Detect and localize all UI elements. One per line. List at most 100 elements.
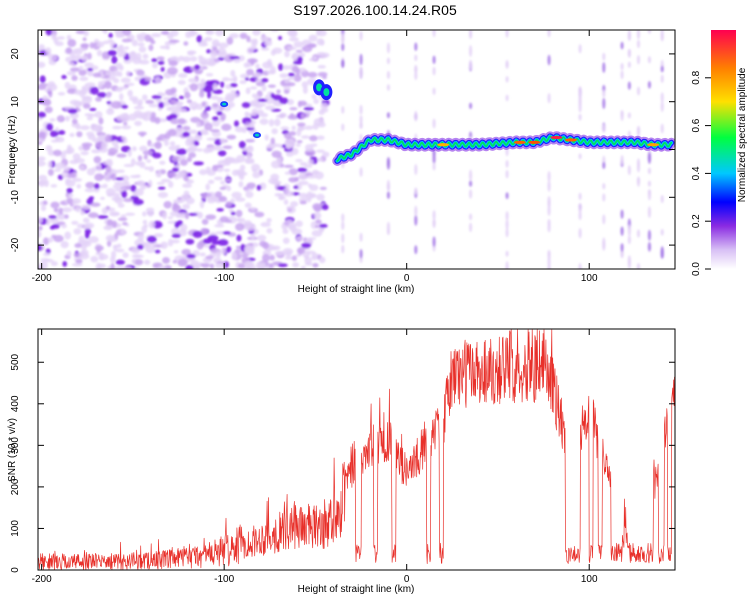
noise-blob — [231, 191, 242, 199]
noise-blob — [234, 120, 240, 128]
noise-blob — [250, 207, 256, 211]
noise-blob — [235, 245, 242, 249]
noise-blob — [179, 223, 188, 232]
noise-blob — [80, 243, 88, 251]
noise-blob — [88, 196, 95, 200]
noise-blob — [319, 256, 326, 264]
noise-blob — [54, 162, 66, 170]
streak-blob — [414, 187, 418, 195]
noise-blob — [261, 253, 270, 262]
noise-blob — [200, 263, 211, 268]
noise-blob — [288, 168, 298, 176]
noise-blob — [301, 242, 312, 249]
snr-panel: -200 -100 0 100 0 100 200 300 400 500 Height of s… — [7, 328, 676, 595]
noise-blob — [185, 197, 195, 205]
streak-blob — [647, 241, 652, 252]
noise-blob — [105, 234, 116, 242]
noise-blob — [285, 219, 293, 223]
ridge-hotspot-2 — [528, 140, 541, 144]
noise-blob — [108, 107, 113, 111]
noise-blob — [274, 118, 281, 127]
noise-blob — [121, 135, 127, 141]
noise-blob — [123, 198, 134, 203]
streak-blob — [647, 80, 652, 89]
noise-blob — [202, 147, 211, 154]
noise-blob — [115, 177, 124, 181]
noise-blob — [147, 211, 154, 217]
streak-blob — [341, 233, 345, 244]
noise-blob — [79, 125, 90, 131]
noise-blob — [252, 101, 261, 106]
noise-blob — [234, 93, 239, 98]
streak-blob — [386, 84, 391, 91]
noise-blob — [277, 35, 283, 41]
noise-blob — [245, 191, 254, 198]
noise-blob — [249, 86, 258, 90]
noise-blob — [217, 150, 227, 157]
noise-blob — [271, 128, 278, 135]
noise-blob — [303, 106, 314, 111]
noise-blob — [131, 39, 138, 47]
streak-blob — [647, 30, 652, 34]
noise-blob — [81, 85, 90, 92]
noise-blob — [142, 219, 148, 225]
noise-blob — [87, 67, 94, 72]
noise-blob — [94, 245, 104, 252]
noise-blob — [250, 233, 256, 240]
noise-blob — [292, 60, 303, 65]
noise-blob — [226, 36, 234, 45]
noise-blob — [137, 42, 145, 47]
noise-blob — [38, 244, 42, 251]
noise-blob — [150, 40, 156, 45]
spec-ytick-label-1: -10 — [10, 190, 21, 205]
streak-blob — [602, 193, 606, 202]
noise-blob — [238, 263, 245, 269]
streak-blob — [505, 261, 509, 269]
noise-blob — [144, 34, 152, 42]
noise-blob — [199, 200, 205, 209]
streak-blob — [341, 32, 345, 44]
noise-blob — [48, 54, 58, 62]
noise-blob — [90, 86, 99, 95]
noise-blob — [293, 185, 299, 190]
noise-blob — [182, 203, 191, 210]
noise-blob — [243, 220, 252, 228]
noise-blob — [106, 91, 113, 96]
ridge-hotspot-1 — [513, 140, 526, 144]
noise-blob — [316, 193, 325, 201]
noise-blob — [206, 170, 216, 176]
noise-blob — [169, 211, 178, 217]
noise-blob — [210, 95, 219, 100]
noise-blob — [164, 141, 169, 147]
streak-blob — [578, 153, 582, 160]
noise-blob — [38, 61, 46, 68]
noise-blob — [312, 55, 318, 61]
noise-blob — [299, 161, 308, 166]
noise-blob — [80, 43, 90, 48]
noise-blob — [171, 233, 181, 238]
noise-blob — [84, 113, 93, 117]
noise-blob — [193, 161, 204, 166]
noise-blob — [105, 165, 112, 173]
noise-blob — [189, 31, 199, 36]
noise-blob — [243, 62, 250, 68]
noise-blob — [78, 235, 85, 243]
streak-blob — [432, 87, 436, 95]
noise-blob — [50, 261, 58, 267]
streak-blob — [660, 92, 664, 103]
noise-blob — [61, 74, 67, 80]
streak-blob — [414, 54, 418, 62]
noise-blob — [255, 261, 263, 269]
noise-blob — [146, 183, 151, 188]
noise-blob — [151, 95, 162, 100]
noise-blob — [48, 215, 57, 219]
noise-blob — [78, 69, 87, 76]
spec-ytick-label-0: -20 — [10, 237, 21, 252]
noise-blob — [69, 67, 81, 72]
noise-blob — [252, 30, 261, 36]
noise-blob — [225, 201, 232, 207]
noise-blob — [90, 202, 101, 207]
noise-blob — [64, 214, 69, 219]
noise-blob — [229, 33, 239, 39]
colorbar-tick-label-0: 0.0 — [691, 262, 702, 276]
